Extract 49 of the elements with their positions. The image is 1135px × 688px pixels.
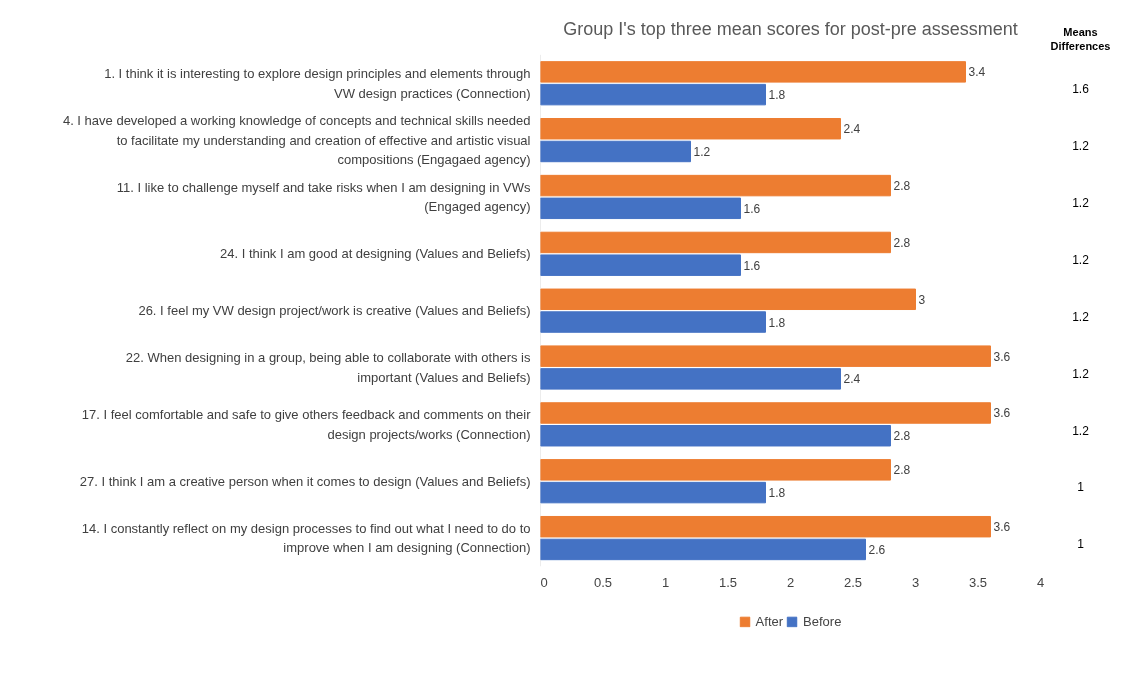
data-label: 2.6 — [868, 542, 886, 557]
legend-label: Before — [803, 613, 842, 629]
text: 1.2 — [1072, 309, 1090, 324]
text: 1.2 — [1072, 139, 1090, 154]
data-label: 2.8 — [893, 235, 911, 250]
text: 1.6 — [1072, 82, 1090, 97]
x-tick-label: 2 — [786, 574, 795, 590]
x-tick-label: 1 — [661, 574, 670, 590]
y-tick-label: 22. When designing in a group, being able to collaborate with others is important (Values and Beliefs) — [125, 350, 531, 385]
text: 1 — [1077, 480, 1085, 495]
text: 1.2 — [1072, 366, 1090, 381]
data-label: 2.8 — [893, 463, 911, 478]
y-tick-label: 11. I like to challenge myself and take risks when I am designing in VWs (Engaged agency) — [116, 179, 531, 215]
y-tick-label: 17. I feel comfortable and safe to give others feedback and comments on their design projects/works (Connection) — [81, 407, 532, 442]
data-label: 2.4 — [843, 122, 861, 137]
legend-label: After — [755, 613, 784, 629]
text: Means Differences — [1050, 25, 1111, 52]
data-label: 3 — [918, 292, 926, 307]
x-tick-label: 3.5 — [968, 574, 988, 590]
data-label: 1.8 — [768, 88, 786, 103]
y-tick-label: 1. I think it is interesting to explore design principles and elements through VW design practices (Connection) — [104, 66, 531, 101]
data-label: 3.6 — [993, 520, 1011, 535]
data-label: 3.6 — [993, 406, 1011, 421]
y-tick-label: 14. I constantly reflect on my design processes to find out what I need to do to improve when I am designing (Connection) — [81, 520, 531, 556]
x-tick-label: 2.5 — [843, 574, 863, 590]
data-label: 1.8 — [768, 486, 786, 501]
data-label: 1.6 — [743, 258, 761, 273]
data-label: 2.8 — [893, 179, 911, 194]
y-tick-label: 26. I feel my VW design project/work is creative (Values and Beliefs) — [138, 303, 531, 319]
data-label: 3.4 — [968, 65, 986, 80]
data-label: 1.2 — [693, 144, 711, 159]
data-label: 2.4 — [843, 372, 861, 387]
text: 1 — [1077, 537, 1085, 552]
y-tick-label: 24. I think I am good at designing (Values and Beliefs) — [220, 246, 531, 262]
chart-title: Group I's top three mean scores for post-pre assessment — [563, 19, 1018, 40]
data-label: 3.6 — [993, 349, 1011, 364]
x-tick-label: 1.5 — [718, 574, 738, 590]
y-tick-label: 27. I think I am a creative person when it comes to design (Values and Beliefs) — [79, 473, 531, 489]
text: 1.2 — [1072, 252, 1090, 267]
data-label: 2.8 — [893, 429, 911, 444]
y-tick-label: 4. I have developed a working knowledge of concepts and technical skills needed to facilitate my understanding and creation of effective and artistic visual compositions (Engagaed agency) — [62, 113, 531, 168]
x-tick-label: 0.5 — [593, 574, 613, 590]
x-tick-label: 4 — [1036, 574, 1045, 590]
text: 1.2 — [1072, 196, 1090, 211]
text: 1.2 — [1072, 423, 1090, 438]
x-tick-label: 0 — [540, 574, 548, 590]
data-label: 1.8 — [768, 315, 786, 330]
data-label: 1.6 — [743, 201, 761, 216]
x-tick-label: 3 — [911, 574, 920, 590]
